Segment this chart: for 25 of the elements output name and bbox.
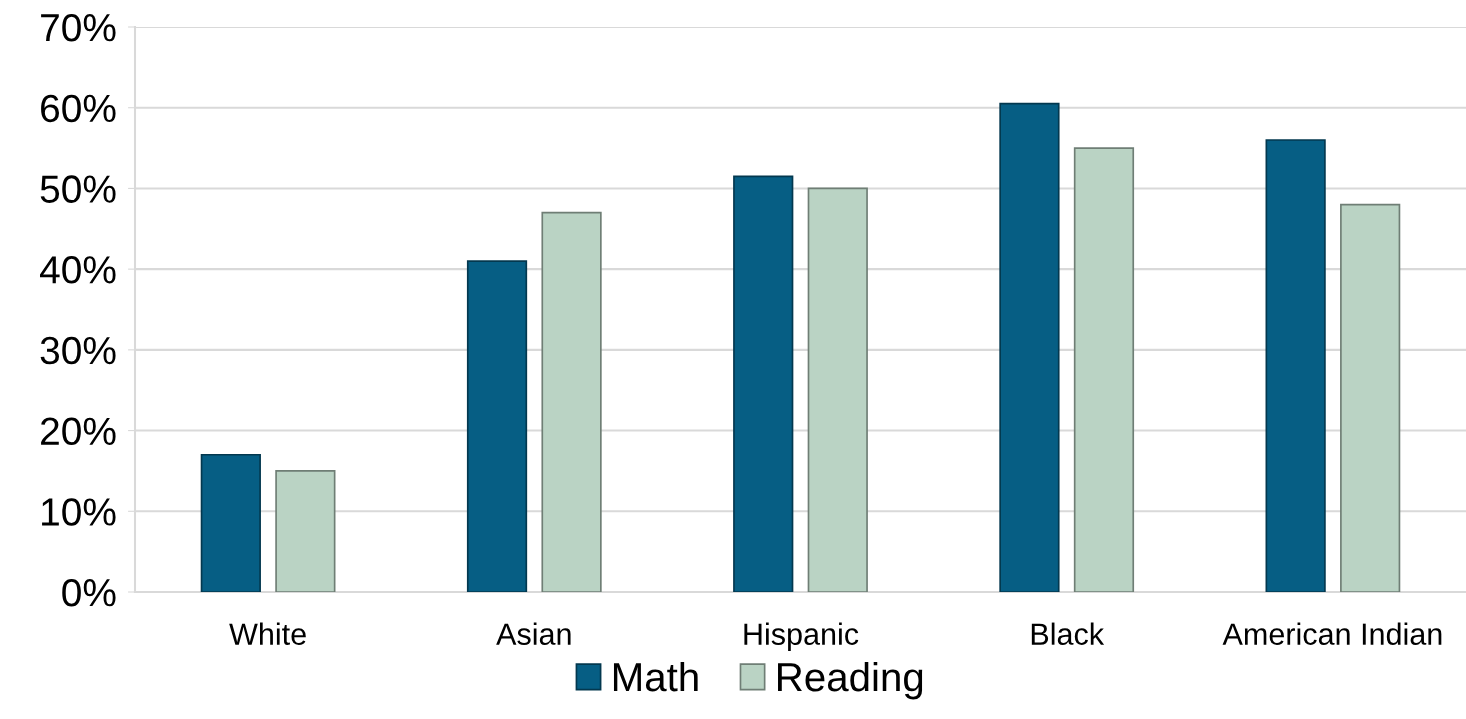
bar [733, 175, 794, 592]
y-tick-label: 60% [41, 94, 116, 123]
bar [1340, 203, 1401, 592]
y-tick-label: 30% [40, 336, 116, 365]
y-tick-label: 50% [40, 175, 116, 203]
bar [466, 260, 528, 592]
x-tick-label: Asian [496, 622, 571, 645]
x-tick-label: American Indian [1222, 622, 1442, 645]
y-tick-label: 20% [41, 417, 116, 446]
bar [200, 453, 261, 592]
bar [807, 187, 868, 592]
bar [275, 470, 336, 592]
y-tick-label: 40% [40, 256, 116, 284]
bar [541, 211, 602, 592]
bar [999, 102, 1060, 592]
y-tick-label: 0% [62, 578, 116, 607]
y-tick-label: 10% [42, 498, 116, 526]
bar [1073, 147, 1135, 592]
legend-label: Reading [778, 661, 923, 700]
legend-label: Math [613, 661, 698, 692]
x-tick-label: Hispanic [744, 622, 859, 652]
y-tick-label: 70% [41, 13, 116, 42]
x-tick-label: White [229, 622, 306, 645]
bar [1265, 139, 1326, 592]
x-tick-label: Black [1031, 622, 1105, 645]
